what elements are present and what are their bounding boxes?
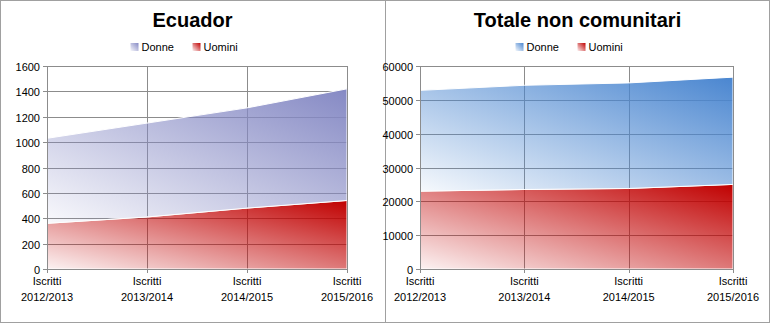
x-tick-label-line: Iscritti <box>333 275 362 287</box>
grid-line-vertical <box>420 66 421 269</box>
x-tick-label-line: Iscritti <box>233 275 262 287</box>
y-tick-label: 1200 <box>16 112 40 124</box>
y-tick-label: 20000 <box>382 196 413 208</box>
x-tick-mark <box>733 269 734 273</box>
tick-mark <box>416 100 420 101</box>
x-tick-label-line: Iscritti <box>133 275 162 287</box>
y-tick-label: 30000 <box>382 163 413 175</box>
x-tick-label-line: Iscritti <box>614 275 643 287</box>
y-tick-label: 200 <box>22 239 40 251</box>
x-tick-label-line: 2012/2013 <box>21 291 73 303</box>
outer-border <box>1 1 770 323</box>
y-axis <box>47 66 48 269</box>
x-tick-label: Iscritti 2015/2016 <box>707 275 759 303</box>
area-uomini <box>420 184 733 269</box>
tick-mark <box>43 269 47 270</box>
y-tick-label: 0 <box>407 264 413 276</box>
x-tick-mark <box>247 269 248 273</box>
x-tick-label: Iscritti 2014/2015 <box>221 275 273 303</box>
grid-line-vertical <box>47 66 48 269</box>
x-tick-label-line: 2013/2014 <box>498 291 550 303</box>
x-tick-label: Iscritti 2012/2013 <box>21 275 73 303</box>
x-tick-label: Iscritti 2014/2015 <box>603 275 655 303</box>
x-tick-label-line: Iscritti <box>33 275 62 287</box>
x-tick-label-line: 2014/2015 <box>603 291 655 303</box>
tick-mark <box>416 201 420 202</box>
legend-swatch <box>131 43 139 51</box>
legend-swatch <box>516 43 524 51</box>
y-tick-label: 1000 <box>16 137 40 149</box>
x-tick-label-line: 2015/2016 <box>321 291 373 303</box>
x-tick-label-line: Iscritti <box>719 275 748 287</box>
plot-area <box>420 77 733 269</box>
tick-mark <box>43 168 47 169</box>
x-tick-label-line: Iscritti <box>510 275 539 287</box>
grid-line <box>47 66 347 67</box>
area-donne <box>420 77 733 191</box>
tick-mark <box>416 134 420 135</box>
tick-mark <box>43 218 47 219</box>
chart-title: Ecuador <box>152 9 232 31</box>
x-tick-label: Iscritti 2013/2014 <box>121 275 173 303</box>
x-tick-label-line: 2014/2015 <box>221 291 273 303</box>
tick-mark <box>416 235 420 236</box>
plot-area <box>47 89 347 269</box>
x-tick-mark <box>147 269 148 273</box>
x-tick-label-line: Iscritti <box>406 275 435 287</box>
x-tick-label-line: 2013/2014 <box>121 291 173 303</box>
x-tick-label-line: 2015/2016 <box>707 291 759 303</box>
area-donne <box>47 89 347 223</box>
tick-mark <box>416 168 420 169</box>
tick-mark <box>416 269 420 270</box>
x-tick-label: Iscritti 2015/2016 <box>321 275 373 303</box>
grid-line <box>47 91 347 92</box>
y-tick-label: 50000 <box>382 95 413 107</box>
y-tick-label: 10000 <box>382 230 413 242</box>
tick-mark <box>43 244 47 245</box>
grid-line-vertical <box>347 66 348 269</box>
x-tick-mark <box>524 269 525 273</box>
grid-line <box>47 269 347 270</box>
x-axis <box>47 269 347 270</box>
y-axis <box>420 66 421 269</box>
x-tick-label-line: 2012/2013 <box>394 291 446 303</box>
x-tick-label: Iscritti 2012/2013 <box>394 275 446 303</box>
legend-label: Donne <box>527 41 559 53</box>
legend-label: Donne <box>142 41 174 53</box>
y-tick-label: 600 <box>22 188 40 200</box>
legend-swatch <box>578 43 586 51</box>
x-tick-mark <box>420 269 421 273</box>
y-tick-label: 0 <box>34 264 40 276</box>
x-tick-mark <box>629 269 630 273</box>
y-tick-label: 1600 <box>16 61 40 73</box>
grid-line <box>420 269 733 270</box>
y-tick-label: 40000 <box>382 129 413 141</box>
x-tick-label: Iscritti 2013/2014 <box>498 275 550 303</box>
x-axis <box>420 269 733 270</box>
y-tick-label: 800 <box>22 163 40 175</box>
tick-mark <box>43 193 47 194</box>
legend-label: Uomini <box>204 41 238 53</box>
tick-mark <box>43 117 47 118</box>
y-tick-label: 1400 <box>16 86 40 98</box>
grid-line <box>420 66 733 67</box>
grid-line-vertical <box>733 66 734 269</box>
x-tick-mark <box>47 269 48 273</box>
y-tick-label: 60000 <box>382 61 413 73</box>
tick-mark <box>43 66 47 67</box>
tick-mark <box>43 142 47 143</box>
legend-swatch <box>193 43 201 51</box>
legend-label: Uomini <box>589 41 623 53</box>
panel-divider <box>385 0 386 323</box>
tick-mark <box>43 91 47 92</box>
x-tick-mark <box>347 269 348 273</box>
tick-mark <box>416 66 420 67</box>
chart-title: Totale non comunitari <box>474 9 681 31</box>
y-tick-label: 400 <box>22 213 40 225</box>
